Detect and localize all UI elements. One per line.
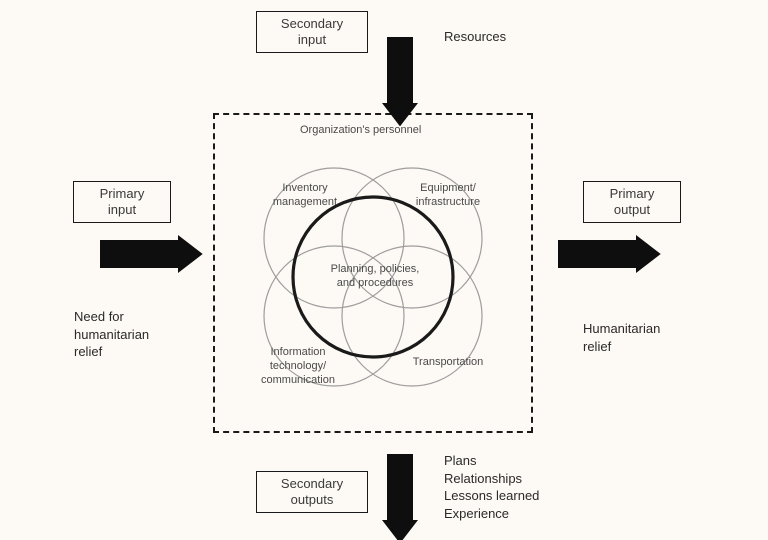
venn-label-transportation: Transportation xyxy=(398,356,498,370)
arrow-left-right-icon xyxy=(100,235,203,278)
resources-label: Resources xyxy=(444,28,506,46)
primary-output-text: Primaryoutput xyxy=(610,186,655,219)
primary-input-text: Primaryinput xyxy=(100,186,145,219)
primary-input-box: Primaryinput xyxy=(73,181,171,223)
arrow-top-down-icon xyxy=(382,37,418,131)
venn-label-information: Informationtechnology/communication xyxy=(248,346,348,387)
arrow-right-right-icon xyxy=(558,235,661,278)
primary-output-box: Primaryoutput xyxy=(583,181,681,223)
humanitarian-relief-label: Humanitarianrelief xyxy=(583,320,660,355)
secondary-outputs-text: Secondaryoutputs xyxy=(281,476,343,509)
arrow-bottom-down-icon xyxy=(382,454,418,540)
venn-label-equipment: Equipment/infrastructure xyxy=(398,182,498,210)
diagram-stage: Secondaryinput Primaryinput Primaryoutpu… xyxy=(0,0,768,540)
need-relief-label: Need forhumanitarianrelief xyxy=(74,308,149,361)
plans-list-label: PlansRelationshipsLessons learnedExperie… xyxy=(444,452,539,522)
secondary-input-box: Secondaryinput xyxy=(256,11,368,53)
venn-label-center: Planning, policies,and procedures xyxy=(320,262,430,291)
secondary-outputs-box: Secondaryoutputs xyxy=(256,471,368,513)
venn-label-inventory: Inventorymanagement xyxy=(255,182,355,210)
secondary-input-text: Secondaryinput xyxy=(281,16,343,49)
